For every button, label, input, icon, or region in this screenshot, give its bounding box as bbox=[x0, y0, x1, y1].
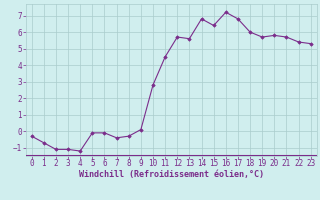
X-axis label: Windchill (Refroidissement éolien,°C): Windchill (Refroidissement éolien,°C) bbox=[79, 170, 264, 179]
